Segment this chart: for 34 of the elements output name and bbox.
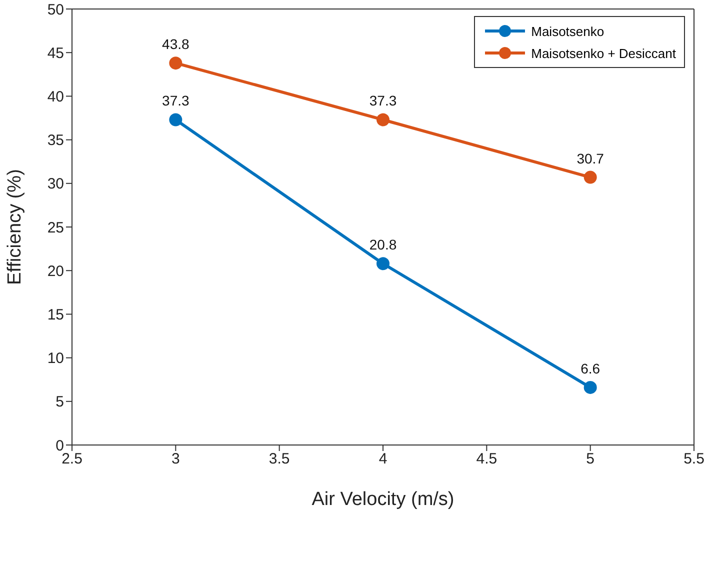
point [169, 113, 182, 126]
y-tick-label: 45 [47, 44, 64, 62]
x-tick-label: 2.5 [62, 450, 82, 468]
x-tick-label: 3.5 [268, 450, 290, 468]
data-label: 43.8 [162, 36, 190, 52]
y-tick-label: 35 [47, 132, 64, 150]
point [169, 56, 182, 70]
data-label: 37.3 [162, 92, 190, 109]
x-tick-label: 4.5 [476, 450, 498, 468]
y-tick-label: 25 [47, 219, 64, 236]
y-tick-label: 40 [47, 88, 64, 106]
x-tick-label: 5.5 [684, 450, 704, 468]
y-tick-label: 20 [47, 262, 64, 280]
point [584, 380, 597, 394]
data-label: 6.6 [580, 360, 600, 376]
point [376, 257, 390, 270]
legend-label: Maisotsenko [531, 24, 604, 38]
data-label: 37.3 [369, 92, 397, 109]
y-tick-label: 0 [56, 437, 64, 454]
data-label: 30.7 [576, 150, 604, 166]
y-tick-label: 5 [56, 394, 64, 411]
x-tick-label: 4 [378, 450, 388, 468]
y-axis-title: Efficiency (%) [4, 169, 26, 285]
legend-label: Maisotsenko + Desiccant [531, 46, 676, 60]
point [376, 113, 390, 126]
y-tick-label: 10 [47, 350, 64, 368]
y-tick-label: 50 [47, 1, 64, 18]
x-tick-label: 5 [586, 450, 595, 468]
y-tick-label: 30 [47, 176, 64, 193]
x-axis-title: Air Velocity (m/s) [312, 489, 454, 510]
y-tick-label: 15 [47, 306, 64, 324]
point [584, 170, 597, 184]
data-label: 20.8 [369, 236, 397, 253]
x-tick-label: 3 [171, 450, 180, 468]
